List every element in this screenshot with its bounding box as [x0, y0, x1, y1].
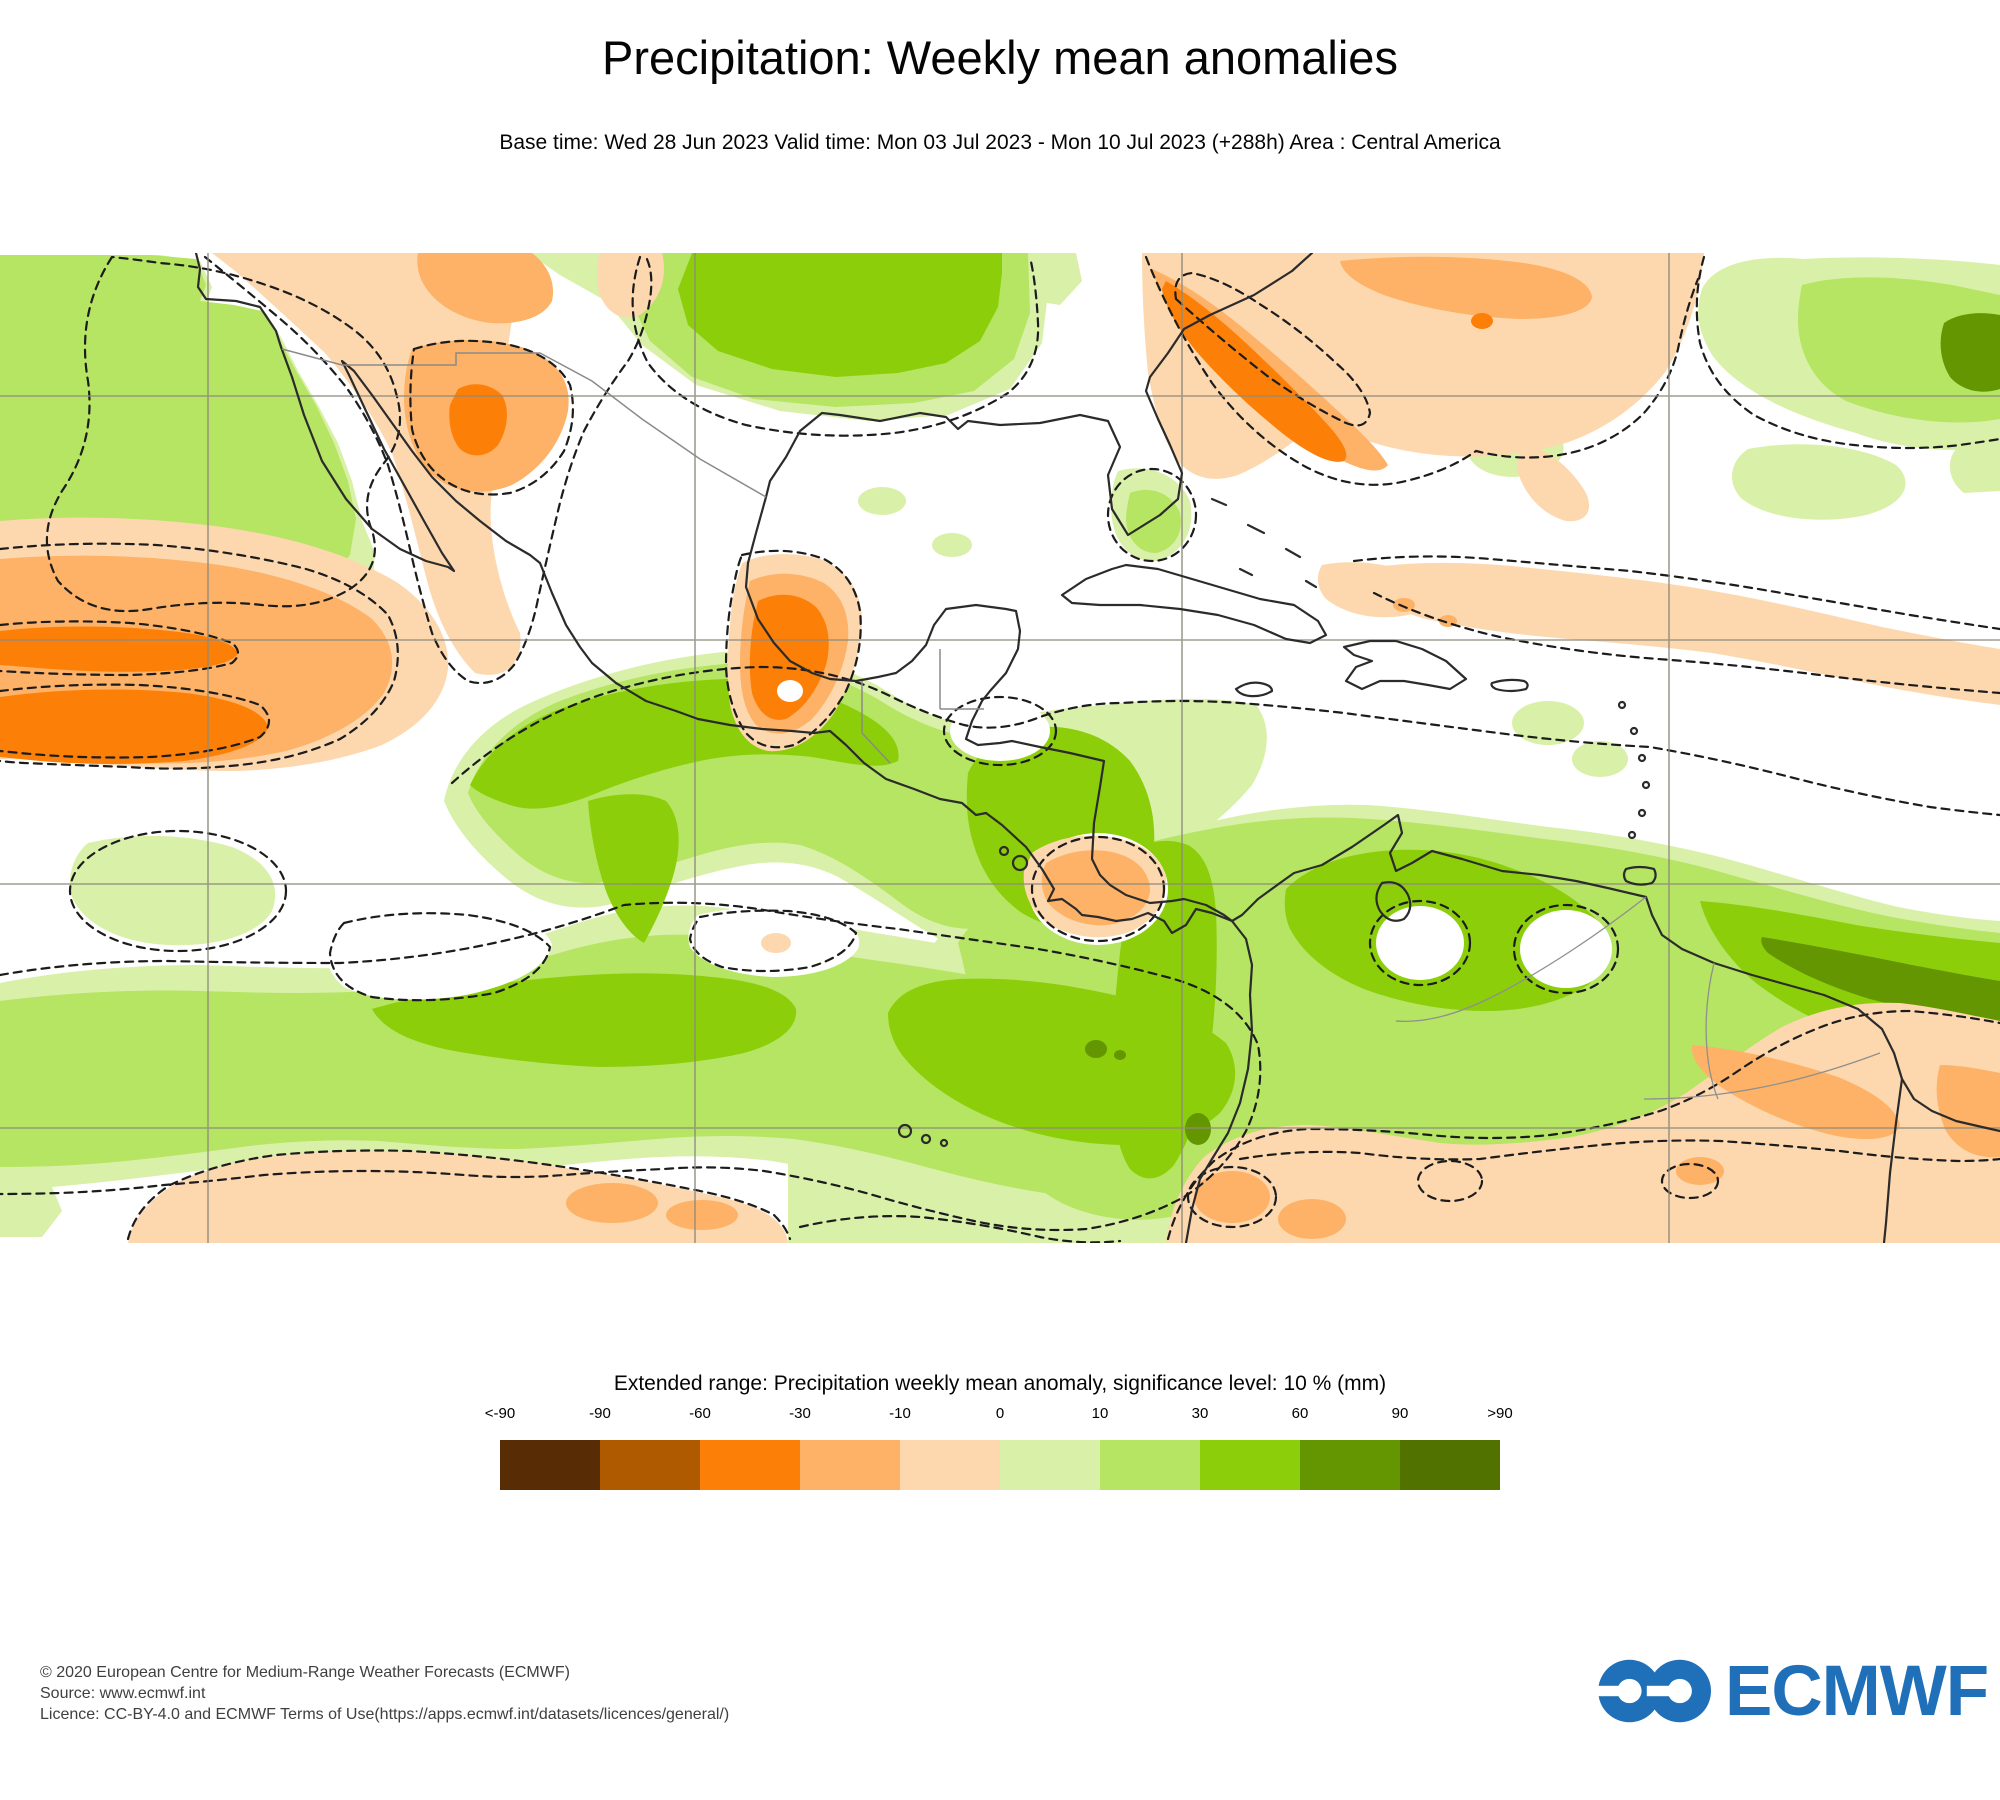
footer-credits: © 2020 European Centre for Medium-Range …: [40, 1662, 729, 1725]
layer-white-holes: [777, 680, 803, 702]
legend-swatch: [1300, 1440, 1400, 1490]
gridlines: [0, 253, 2000, 1243]
legend-swatch: [900, 1440, 1000, 1490]
ecmwf-logo-icon: [1593, 1659, 1711, 1723]
page-subtitle: Base time: Wed 28 Jun 2023 Valid time: M…: [499, 131, 1501, 154]
legend-swatch: [1200, 1440, 1300, 1490]
legend-swatch: [600, 1440, 700, 1490]
legend-tick-label: -60: [689, 1405, 711, 1422]
footer-source: Source: www.ecmwf.int: [40, 1685, 206, 1702]
legend-tick-label: >90: [1487, 1405, 1513, 1422]
legend-tick-label: -10: [889, 1405, 911, 1422]
layer-borders: [281, 348, 984, 764]
legend-tick-label: 10: [1091, 1405, 1109, 1422]
legend-swatch: [1100, 1440, 1200, 1490]
legend-swatch: [500, 1440, 600, 1490]
layer-coastlines: [194, 253, 2000, 1243]
ecmwf-logo: ECMWF: [1593, 1645, 1989, 1737]
ecmwf-logo-text: ECMWF: [1725, 1651, 1989, 1731]
legend-tick-label: 30: [1191, 1405, 1209, 1422]
page-title: Precipitation: Weekly mean anomalies: [602, 31, 1398, 84]
anomaly-map: [0, 253, 2000, 1243]
legend-tick-label: <-90: [484, 1405, 516, 1422]
legend-tick-label: 90: [1391, 1405, 1409, 1422]
anomaly-map-svg: [0, 253, 2000, 1243]
legend-tick-label: 0: [995, 1405, 1005, 1422]
legend-title: Extended range: Precipitation weekly mea…: [613, 1372, 1387, 1395]
legend-swatch: [800, 1440, 900, 1490]
footer-licence: Licence: CC-BY-4.0 and ECMWF Terms of Us…: [40, 1706, 730, 1723]
legend-ticks: <-90 -90 -60 -30 -10 0 10 30 60 90 >90: [485, 1405, 1513, 1427]
legend-tick-label: 60: [1291, 1405, 1309, 1422]
legend-colorbar: [500, 1440, 1500, 1490]
legend-tick-label: -30: [789, 1405, 811, 1422]
layer-rivers: [1395, 896, 1881, 1100]
legend-swatch: [1400, 1440, 1500, 1490]
legend-tick-label: -90: [589, 1405, 611, 1422]
footer-copyright: © 2020 European Centre for Medium-Range …: [40, 1664, 570, 1681]
legend-swatch: [1000, 1440, 1100, 1490]
legend-swatch: [700, 1440, 800, 1490]
